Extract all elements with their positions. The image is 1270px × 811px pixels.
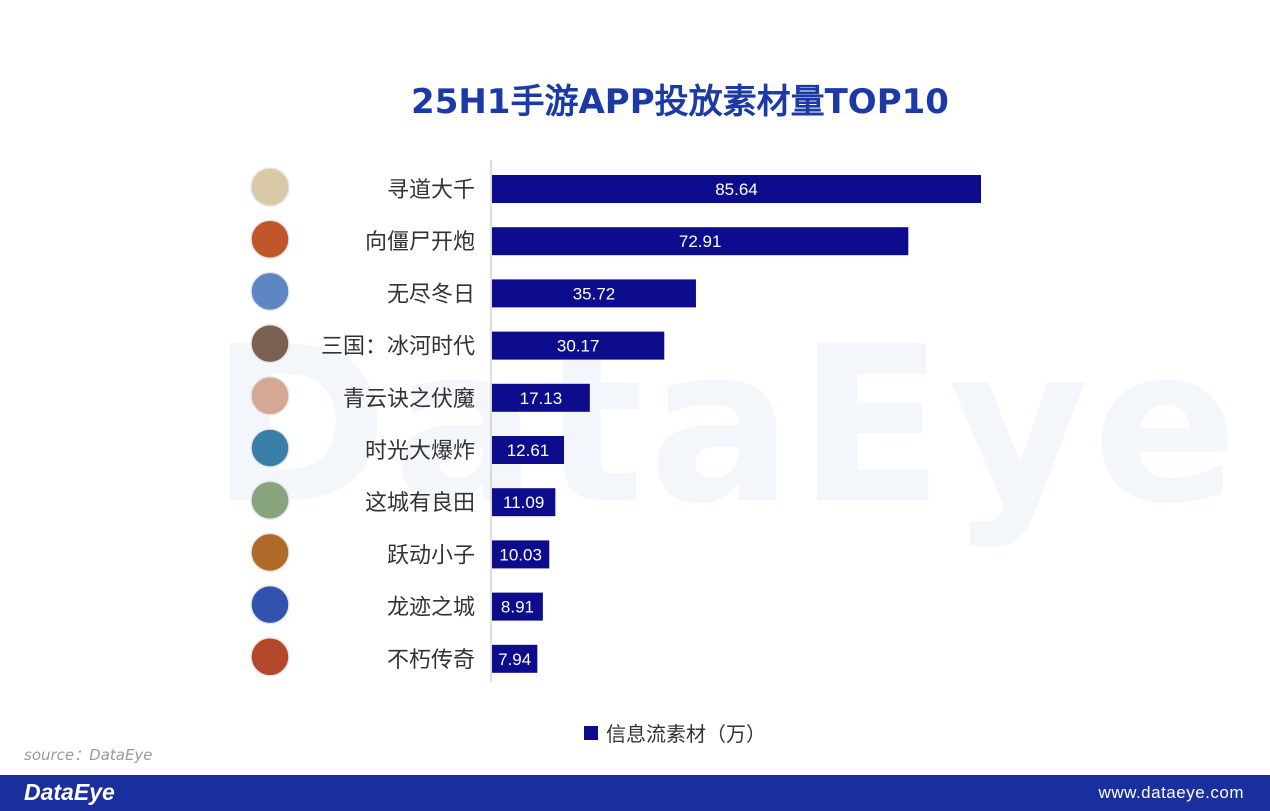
bar (492, 436, 565, 464)
bar (492, 540, 550, 569)
bar (492, 383, 590, 412)
bar (492, 175, 981, 203)
source-note: source：DataEye (24, 746, 153, 764)
category-label: 龙迹之城 (387, 596, 475, 621)
game-icon (250, 167, 290, 207)
category-label: 青云诀之伏魔 (343, 387, 475, 412)
game-icon (250, 219, 290, 259)
category-label: 寻道大千 (387, 178, 475, 203)
footer-logo: DataEye (24, 779, 115, 805)
bar (492, 279, 696, 308)
bar (492, 592, 543, 621)
data-label: 12.61 (507, 441, 550, 460)
data-label: 35.72 (573, 284, 616, 303)
category-label: 向僵尸开炮 (365, 230, 475, 255)
category-label: 不朽传奇 (387, 648, 475, 673)
game-icon (250, 428, 290, 468)
category-label: 这城有良田 (365, 491, 475, 516)
legend-label: 信息流素材（万） (606, 722, 766, 746)
data-label: 10.03 (499, 545, 542, 564)
bar (492, 644, 538, 673)
bar-chart: 寻道大千 85.64 向僵尸开炮 72.91 无尽冬日 35.72 三国：冰河时代 30.17… (250, 160, 981, 746)
game-icon (250, 532, 290, 573)
category-label: 时光大爆炸 (365, 439, 475, 464)
game-icon (250, 584, 290, 625)
category-label: 无尽冬日 (387, 282, 475, 307)
data-label: 7.94 (498, 650, 531, 669)
data-label: 11.09 (503, 493, 544, 512)
legend-swatch (584, 726, 598, 740)
data-label: 8.91 (501, 598, 534, 617)
data-label: 85.64 (715, 180, 758, 199)
bar (492, 488, 556, 517)
footer-url[interactable]: www.dataeye.com (1098, 783, 1244, 802)
game-icon (250, 376, 290, 416)
game-icon (250, 637, 290, 677)
game-icon (250, 271, 290, 312)
chart-title: 25H1手游APP投放素材量TOP10 (411, 82, 949, 122)
data-label: 17.13 (520, 389, 563, 408)
bar (492, 331, 665, 360)
data-label: 30.17 (557, 337, 600, 356)
category-label: 三国：冰河时代 (321, 335, 475, 360)
category-label: 跃动小子 (387, 543, 475, 568)
footer-bar: DataEye www.dataeye.com (0, 775, 1270, 811)
bar (492, 227, 909, 256)
game-icon (250, 480, 290, 520)
game-icon (250, 323, 290, 364)
data-label: 72.91 (679, 232, 722, 251)
